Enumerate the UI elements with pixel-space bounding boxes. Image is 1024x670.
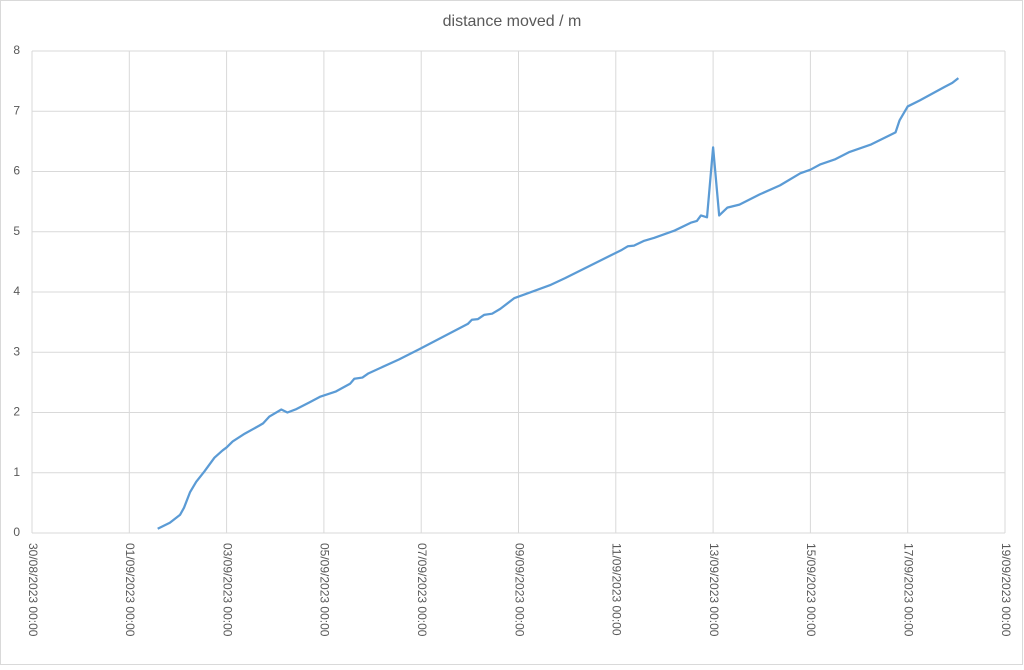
x-tick-label: 09/09/2023 00:00 [512,543,526,637]
y-tick-label: 3 [13,344,20,358]
y-tick-label: 8 [13,43,20,57]
y-tick-label: 7 [13,103,20,117]
x-tick-label: 15/09/2023 00:00 [804,543,818,637]
x-tick-label: 13/09/2023 00:00 [707,543,721,637]
y-tick-label: 4 [13,284,20,298]
x-tick-label: 03/09/2023 00:00 [220,543,234,637]
y-tick-label: 1 [13,465,20,479]
x-tick-label: 19/09/2023 00:00 [999,543,1013,637]
x-tick-label: 17/09/2023 00:00 [902,543,916,637]
x-tick-label: 30/08/2023 00:00 [26,543,40,637]
y-tick-label: 2 [13,405,20,419]
y-tick-label: 5 [13,224,20,238]
y-tick-label: 6 [13,164,20,178]
chart-title: distance moved / m [443,13,582,30]
data-line [157,77,960,530]
x-tick-label: 01/09/2023 00:00 [123,543,137,637]
x-tick-label: 07/09/2023 00:00 [415,543,429,637]
x-tick-label: 05/09/2023 00:00 [318,543,332,637]
y-tick-label: 0 [13,525,20,539]
x-tick-label: 11/09/2023 00:00 [610,543,624,636]
